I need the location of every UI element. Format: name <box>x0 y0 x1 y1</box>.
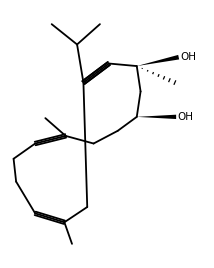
Polygon shape <box>137 55 179 66</box>
Text: OH: OH <box>180 52 196 62</box>
Polygon shape <box>137 115 176 119</box>
Text: OH: OH <box>177 112 193 122</box>
